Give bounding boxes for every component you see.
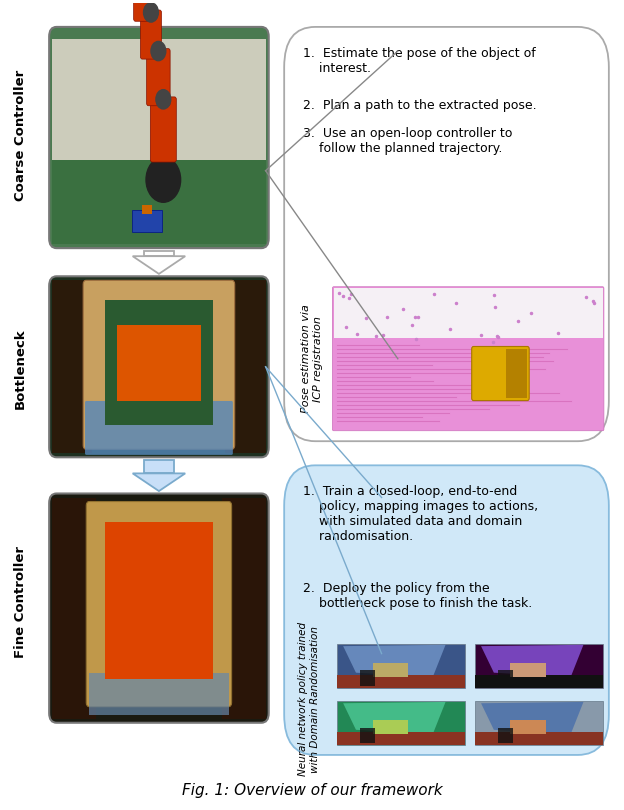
Polygon shape — [481, 645, 583, 677]
Bar — [510, 663, 547, 677]
Circle shape — [151, 41, 166, 61]
Bar — [506, 349, 527, 399]
Bar — [360, 727, 375, 743]
Polygon shape — [343, 645, 446, 677]
Text: 1.  Estimate the pose of the object of
    interest.: 1. Estimate the pose of the object of in… — [303, 47, 535, 75]
FancyBboxPatch shape — [140, 10, 162, 59]
Text: 2.  Plan a path to the extracted pose.: 2. Plan a path to the extracted pose. — [303, 99, 537, 112]
Text: Pose estimation via
ICP registration: Pose estimation via ICP registration — [301, 305, 323, 413]
Bar — [475, 644, 603, 688]
Text: Fig. 1: Overview of our framework: Fig. 1: Overview of our framework — [182, 782, 442, 798]
Bar — [89, 673, 228, 714]
Text: Bottleneck: Bottleneck — [14, 329, 27, 409]
Polygon shape — [343, 702, 446, 734]
Circle shape — [144, 2, 158, 22]
FancyBboxPatch shape — [83, 280, 235, 450]
Bar — [52, 280, 92, 454]
FancyBboxPatch shape — [284, 465, 609, 755]
Bar — [337, 644, 465, 688]
Bar — [360, 671, 375, 686]
Bar — [498, 671, 513, 686]
Bar — [144, 250, 173, 256]
FancyBboxPatch shape — [49, 493, 269, 723]
Bar — [498, 727, 513, 743]
Bar — [225, 280, 266, 454]
Text: 3.  Use an open-loop controller to
    follow the planned trajectory.: 3. Use an open-loop controller to follow… — [303, 127, 512, 156]
Bar — [144, 460, 173, 473]
Circle shape — [156, 90, 171, 109]
Bar — [373, 663, 409, 677]
Bar — [52, 39, 266, 160]
Bar — [373, 720, 409, 734]
Text: Neural network policy trained
with Domain Randomisation: Neural network policy trained with Domai… — [298, 622, 319, 776]
Polygon shape — [481, 702, 583, 734]
Bar — [52, 160, 266, 244]
Bar — [132, 210, 162, 232]
Bar — [475, 701, 603, 745]
Text: Coarse Controller: Coarse Controller — [14, 70, 27, 201]
Bar — [105, 522, 213, 679]
Bar — [337, 701, 465, 745]
Bar — [117, 325, 201, 401]
FancyBboxPatch shape — [150, 97, 177, 162]
Text: Fine Controller: Fine Controller — [14, 546, 27, 658]
FancyBboxPatch shape — [147, 49, 170, 106]
Bar — [334, 288, 603, 338]
Polygon shape — [133, 256, 185, 274]
FancyBboxPatch shape — [472, 347, 529, 401]
Text: 1.  Train a closed-loop, end-to-end
    policy, mapping images to actions,
    w: 1. Train a closed-loop, end-to-end polic… — [303, 485, 538, 544]
Bar — [337, 675, 465, 688]
Circle shape — [146, 157, 180, 202]
Bar — [510, 720, 547, 734]
FancyBboxPatch shape — [49, 276, 269, 458]
FancyBboxPatch shape — [85, 401, 233, 455]
FancyBboxPatch shape — [86, 501, 232, 706]
Bar — [142, 205, 152, 215]
FancyBboxPatch shape — [333, 287, 604, 431]
Bar — [337, 732, 465, 745]
Text: 2.  Deploy the policy from the
    bottleneck pose to finish the task.: 2. Deploy the policy from the bottleneck… — [303, 582, 532, 610]
Polygon shape — [133, 473, 185, 491]
Bar — [222, 497, 266, 718]
Bar — [52, 497, 95, 718]
FancyBboxPatch shape — [134, 0, 152, 21]
Bar — [105, 301, 213, 425]
FancyBboxPatch shape — [284, 27, 609, 441]
Bar — [475, 675, 603, 688]
FancyBboxPatch shape — [49, 27, 269, 248]
Bar — [475, 732, 603, 745]
